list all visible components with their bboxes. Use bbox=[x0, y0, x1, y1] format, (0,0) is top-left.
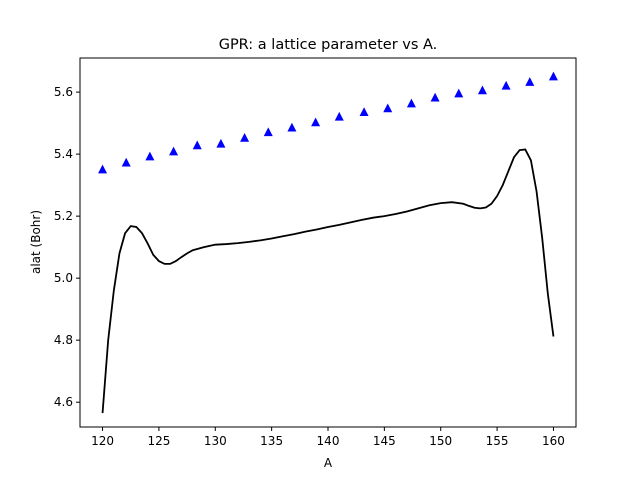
x-tick-label: 150 bbox=[429, 434, 452, 448]
x-tick-label: 125 bbox=[147, 434, 170, 448]
y-tick-label: 4.8 bbox=[54, 333, 73, 347]
x-tick-label: 140 bbox=[317, 434, 340, 448]
data-point-marker bbox=[240, 133, 250, 142]
data-point-marker bbox=[525, 77, 535, 86]
y-tick-label: 5.6 bbox=[54, 85, 73, 99]
y-tick-label: 4.6 bbox=[54, 395, 73, 409]
x-axis: 120 125 130 135 140 145 150 155 160 bbox=[91, 427, 565, 448]
plot-area bbox=[98, 71, 558, 414]
data-point-marker bbox=[334, 111, 344, 121]
data-point-marker bbox=[121, 157, 131, 167]
data-point-marker bbox=[311, 117, 321, 127]
data-point-marker bbox=[216, 138, 226, 148]
data-point-marker bbox=[287, 122, 297, 132]
x-tick-label: 120 bbox=[91, 434, 114, 448]
data-point-marker bbox=[548, 71, 558, 81]
data-point-marker bbox=[263, 127, 273, 137]
axes-frame bbox=[79, 57, 577, 428]
data-point-marker bbox=[192, 140, 202, 150]
chart-title: GPR: a lattice parameter vs A. bbox=[219, 37, 438, 53]
data-point-marker bbox=[430, 92, 440, 102]
y-axis: 4.6 4.8 5.0 5.2 5.4 5.6 bbox=[54, 85, 80, 409]
data-point-marker bbox=[98, 164, 108, 174]
y-tick-label: 5.0 bbox=[54, 271, 73, 285]
y-tick-label: 5.2 bbox=[54, 209, 73, 223]
data-point-marker bbox=[359, 107, 369, 117]
series-line bbox=[101, 148, 555, 414]
y-tick-label: 5.4 bbox=[54, 147, 73, 161]
x-tick-label: 130 bbox=[204, 434, 227, 448]
data-point-marker bbox=[406, 98, 416, 108]
x-axis-label: A bbox=[324, 456, 333, 470]
x-tick-label: 135 bbox=[260, 434, 283, 448]
x-tick-label: 155 bbox=[486, 434, 509, 448]
data-point-marker bbox=[145, 151, 155, 161]
data-point-marker bbox=[169, 146, 179, 156]
data-point-marker bbox=[383, 103, 393, 113]
data-point-marker bbox=[477, 85, 487, 95]
data-point-marker bbox=[454, 88, 464, 98]
x-tick-label: 160 bbox=[542, 434, 565, 448]
x-tick-label: 145 bbox=[373, 434, 396, 448]
y-axis-label: alat (Bohr) bbox=[29, 210, 43, 274]
data-point-marker bbox=[501, 80, 511, 90]
